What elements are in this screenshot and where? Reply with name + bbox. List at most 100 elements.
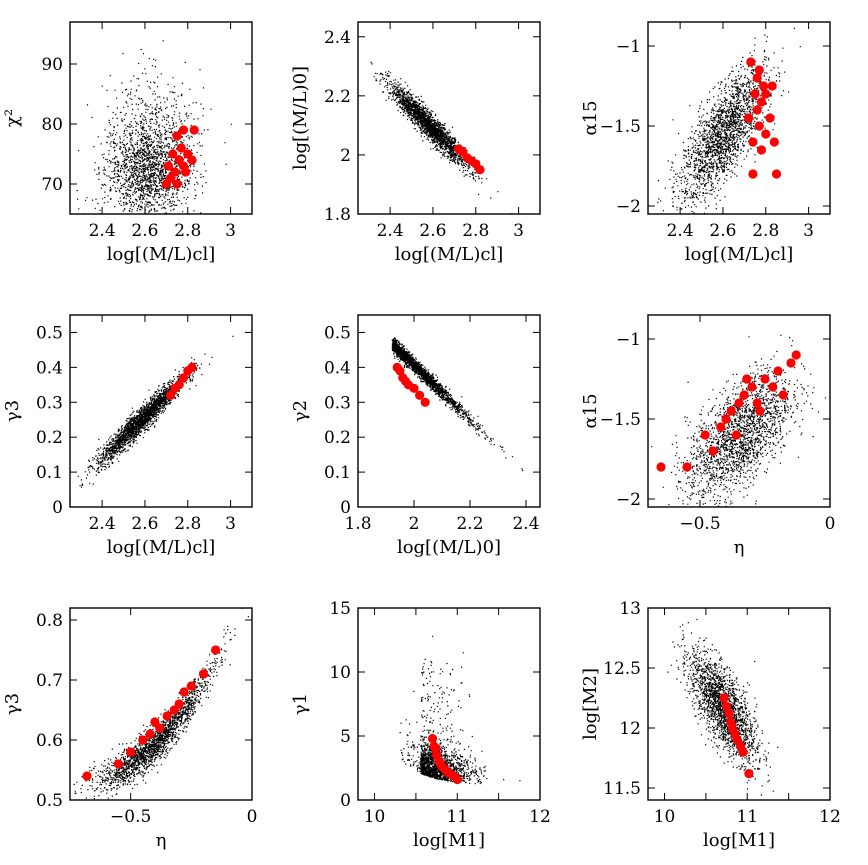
highlight-point [415, 390, 425, 400]
x-tick-label: 11 [446, 807, 468, 827]
x-tick-label: 3 [225, 514, 236, 534]
highlight-point [773, 366, 783, 376]
highlight-point [442, 767, 452, 777]
highlight-point [767, 81, 777, 91]
x-tick-label: 3 [513, 221, 524, 241]
x-tick-label: 2.6 [131, 514, 158, 534]
x-tick-label: 2.4 [377, 221, 404, 241]
highlight-point [786, 358, 796, 368]
y-tick-label: 12 [619, 719, 641, 739]
panel-p1: 2.4 2.6 2.8 3 70 80 90 log[(M/L)cl] χ² [2, 21, 253, 265]
y-axis-label: γ1 [290, 693, 311, 715]
highlight-point [178, 125, 189, 135]
y-tick-label: 13 [619, 599, 641, 619]
y-tick-label: 0.7 [36, 671, 63, 691]
highlight-point [769, 137, 779, 147]
highlight-point [113, 759, 124, 769]
y-axis-label: χ² [2, 109, 23, 127]
x-tick-label: 2.6 [131, 221, 158, 241]
highlight-point [172, 131, 182, 141]
x-tick-label: 2.4 [89, 514, 116, 534]
highlight-point [420, 397, 430, 407]
highlight-point [746, 57, 756, 67]
x-tick-label: 0 [247, 807, 258, 827]
plot-frame [357, 21, 541, 215]
y-tick-label: 1.8 [324, 205, 351, 225]
panel-p7: −0.5 0 0.5 0.6 0.7 0.8 η γ3 [2, 607, 258, 851]
background-points [76, 40, 232, 214]
panel-p6: −0.5 0 −2 −1.5 −1 η α15 [580, 314, 835, 558]
highlight-point [760, 374, 770, 384]
highlight-point [752, 398, 762, 408]
y-tick-label: −1.5 [600, 410, 641, 430]
highlight-point [738, 747, 748, 757]
y-tick-label: 0.4 [324, 358, 351, 378]
highlight-point [178, 373, 189, 383]
highlight-point [752, 105, 762, 115]
highlight-point [754, 65, 764, 75]
highlight-point [756, 145, 767, 155]
y-axis-label: log[M2] [580, 668, 601, 740]
highlight-point [427, 734, 438, 744]
highlight-point [719, 693, 729, 703]
highlight-point [162, 711, 172, 721]
y-tick-label: 10 [329, 663, 351, 683]
highlight-point [174, 380, 184, 390]
x-tick-label: 10 [654, 807, 676, 827]
x-axis-label: η [156, 830, 167, 851]
x-axis-label: log[M1] [703, 830, 775, 851]
y-tick-label: −1.5 [600, 117, 641, 137]
y-tick-label: 70 [41, 175, 63, 195]
y-tick-label: −2 [616, 490, 641, 510]
plot-frame [647, 314, 831, 508]
highlight-point [722, 701, 732, 712]
highlight-point [734, 398, 744, 408]
y-tick-label: 0.3 [324, 393, 351, 413]
plot-frame [69, 21, 253, 215]
highlight-point [716, 422, 726, 432]
y-tick-label: 90 [41, 55, 63, 75]
y-tick-label: 0.5 [324, 323, 351, 343]
highlight-point [431, 744, 441, 754]
highlight-point [755, 406, 765, 416]
plot-frame [357, 314, 541, 508]
x-tick-label: 2.6 [709, 221, 736, 241]
y-tick-label: 0 [340, 498, 351, 518]
highlight-point [395, 366, 405, 376]
panel-p5: 1.8 2 2.2 2.4 0 0.1 0.2 0.3 0.4 0.5 log[(M/L)0] γ2 [290, 314, 541, 558]
highlight-point [731, 430, 742, 440]
x-tick-label: 2.4 [667, 221, 694, 241]
x-tick-label: 10 [364, 807, 386, 827]
x-tick-label: 1.8 [344, 514, 371, 534]
x-axis-label: log[(M/L)cl] [107, 537, 216, 558]
y-tick-label: 0.6 [36, 731, 63, 751]
highlight-point [726, 406, 736, 416]
y-tick-label: 0.3 [36, 393, 63, 413]
background-points [370, 61, 513, 214]
y-tick-label: −1 [616, 37, 641, 57]
x-tick-label: 12 [529, 807, 551, 827]
highlight-point [174, 699, 184, 709]
background-points [70, 335, 234, 500]
x-tick-label: 11 [736, 807, 758, 827]
highlight-point [700, 430, 710, 440]
y-tick-label: 0 [340, 791, 351, 811]
panel-p3: 2.4 2.6 2.8 3 −2 −1.5 −1 log[(M/L)cl] α15 [580, 21, 831, 265]
y-axis-label: α15 [580, 100, 601, 135]
y-tick-label: 0.4 [36, 358, 63, 378]
y-tick-label: 2.2 [324, 87, 351, 107]
highlight-point [724, 709, 734, 719]
highlight-point [750, 89, 760, 99]
y-tick-label: 2.4 [324, 28, 351, 48]
y-axis-label: log[(M/L)0] [290, 66, 311, 170]
x-tick-label: −0.5 [110, 807, 151, 827]
x-tick-label: 2.8 [174, 221, 201, 241]
highlight-point [126, 747, 136, 757]
highlight-point [172, 179, 182, 189]
highlight-point [756, 97, 767, 107]
x-axis-label: log[(M/L)cl] [395, 244, 504, 265]
y-axis-label: α15 [580, 393, 601, 428]
y-tick-label: −2 [616, 197, 641, 217]
x-tick-label: 2.8 [462, 221, 489, 241]
